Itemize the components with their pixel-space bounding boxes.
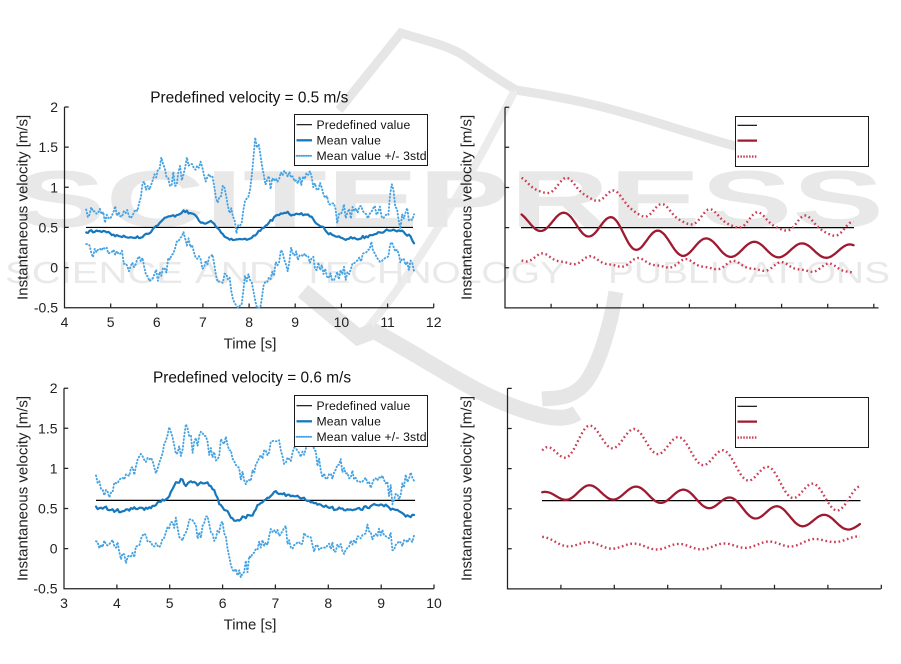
- svg-text:11: 11: [380, 314, 395, 330]
- svg-text:9: 9: [377, 595, 385, 611]
- svg-text:0: 0: [50, 260, 58, 276]
- svg-text:8: 8: [245, 314, 253, 330]
- svg-text:6: 6: [219, 595, 227, 611]
- svg-text:Instantaneous velocity [m/s]: Instantaneous velocity [m/s]: [15, 115, 32, 300]
- svg-text:4: 4: [61, 314, 69, 330]
- svg-text:SCIENCE: SCIENCE: [5, 255, 183, 290]
- svg-text:1: 1: [50, 460, 58, 476]
- svg-text:Predefined velocity = 0.5 m/s: Predefined velocity = 0.5 m/s: [150, 89, 348, 106]
- svg-text:Instantaneous velocity [m/s]: Instantaneous velocity [m/s]: [15, 396, 32, 581]
- svg-text:Instantaneous velocity [m/s]: Instantaneous velocity [m/s]: [459, 396, 476, 581]
- svg-text:2: 2: [50, 99, 58, 115]
- svg-text:Predefined value: Predefined value: [317, 399, 411, 413]
- svg-text:SCITEPRESS: SCITEPRESS: [14, 155, 884, 245]
- svg-text:3: 3: [60, 595, 68, 611]
- svg-text:Time [s]: Time [s]: [224, 617, 277, 634]
- svg-text:Predefined value: Predefined value: [317, 118, 411, 132]
- svg-text:PUBLICATIONS: PUBLICATIONS: [608, 255, 890, 290]
- svg-text:7: 7: [199, 314, 207, 330]
- svg-text:5: 5: [166, 595, 174, 611]
- svg-text:AND: AND: [195, 255, 277, 290]
- svg-text:Time [s]: Time [s]: [224, 335, 277, 352]
- svg-text:-0.5: -0.5: [33, 581, 57, 597]
- svg-text:1.5: 1.5: [38, 420, 58, 436]
- svg-text:0.5: 0.5: [38, 501, 58, 517]
- svg-text:Instantaneous velocity [m/s]: Instantaneous velocity [m/s]: [459, 115, 476, 300]
- svg-text:4: 4: [113, 595, 121, 611]
- svg-text:Mean value +/- 3std: Mean value +/- 3std: [317, 430, 427, 444]
- svg-text:10: 10: [334, 314, 350, 330]
- svg-text:6: 6: [153, 314, 161, 330]
- svg-text:-0.5: -0.5: [34, 300, 58, 316]
- svg-text:Mean value +/- 3std: Mean value +/- 3std: [317, 149, 427, 163]
- svg-text:7: 7: [272, 595, 280, 611]
- svg-text:Predefined velocity = 0.6 m/s: Predefined velocity = 0.6 m/s: [153, 370, 351, 387]
- svg-text:9: 9: [291, 314, 299, 330]
- svg-text:10: 10: [426, 595, 442, 611]
- svg-text:5: 5: [107, 314, 115, 330]
- svg-text:TECHNOLOGY: TECHNOLOGY: [302, 255, 565, 290]
- svg-text:Mean value: Mean value: [317, 415, 382, 429]
- svg-text:8: 8: [324, 595, 332, 611]
- svg-text:0.5: 0.5: [39, 219, 59, 235]
- svg-text:1.5: 1.5: [39, 139, 59, 155]
- svg-text:0: 0: [50, 541, 58, 557]
- svg-text:1: 1: [50, 179, 58, 195]
- svg-text:12: 12: [426, 314, 442, 330]
- svg-text:2: 2: [50, 380, 58, 396]
- svg-text:Mean value: Mean value: [317, 134, 382, 148]
